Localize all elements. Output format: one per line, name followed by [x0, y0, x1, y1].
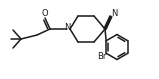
Text: N: N — [111, 9, 118, 18]
Text: N: N — [64, 23, 70, 32]
Text: O: O — [42, 9, 48, 18]
Text: Br: Br — [97, 52, 107, 61]
